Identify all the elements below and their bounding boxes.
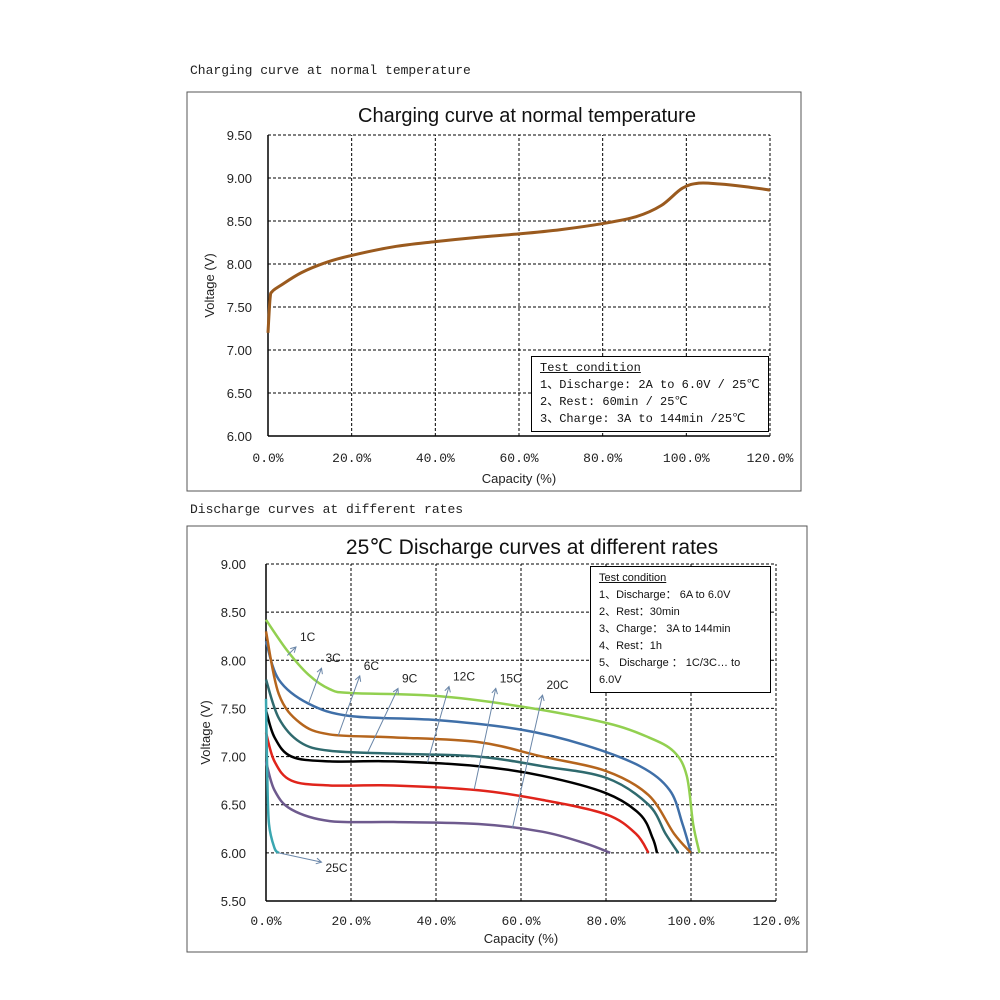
x-axis-label: Capacity (%) [482, 471, 556, 486]
y-tick-label: 8.00 [227, 257, 252, 272]
series-line-6C [264, 631, 692, 854]
chart-charging: 6.00 6.50 7.00 7.50 8.00 8.50 9.00 9.50 0.0% 20.0… [202, 105, 794, 486]
series-line-1C [264, 619, 701, 854]
y-axis-label: Voltage (V) [198, 700, 213, 764]
caption-bottom: Discharge curves at different rates [190, 502, 464, 517]
y-tick-label: 7.00 [221, 750, 246, 765]
legend-line: 2、Rest: 60min / 25℃ [540, 395, 688, 409]
y-tick-label: 8.00 [221, 653, 246, 668]
x-axis-label: Capacity (%) [484, 931, 558, 946]
series-line-charge [266, 181, 771, 333]
x-tick-label: 40.0% [416, 914, 455, 929]
chart-frame-top [186, 91, 802, 492]
legend-line: 2、Rest：30min [599, 606, 680, 618]
arrowhead-icon [354, 674, 362, 682]
chart-discharge: 5.50 6.00 6.50 7.00 7.50 8.00 8.50 9.00 0.0% 20.0… [198, 536, 800, 946]
y-tick-label: 8.50 [227, 214, 252, 229]
arrowhead-icon [392, 687, 399, 695]
arrowhead-icon [491, 687, 498, 695]
series-line-3C [264, 640, 693, 854]
arrowhead-icon [316, 667, 323, 675]
x-tick-label: 40.0% [416, 451, 455, 466]
x-tick-label: 0.0% [250, 914, 281, 929]
annotation-arrow [308, 668, 322, 704]
arrowhead-icon [444, 685, 451, 693]
arrowhead-icon [538, 694, 545, 702]
y-tick-label: 9.50 [227, 128, 252, 143]
x-tick-label: 20.0% [331, 914, 370, 929]
arrowhead-icon [290, 646, 297, 653]
y-axis-label: Voltage (V) [202, 253, 217, 317]
chart-title: 25℃ Discharge curves at different rates [346, 536, 718, 559]
x-tick-label: 80.0% [583, 451, 622, 466]
series-label: 15C [500, 671, 522, 685]
series-label: 20C [547, 678, 569, 692]
legend-title: Test condition [599, 572, 667, 584]
legend-line: 1、Discharge: 2A to 6.0V / 25℃ [540, 378, 760, 392]
series-line-15C [264, 732, 650, 854]
chart-frame-bottom [186, 525, 808, 953]
y-tick-label: 7.50 [227, 300, 252, 315]
test-condition-box-top: Test condition 1、Discharge: 2A to 6.0V /… [531, 356, 769, 432]
annotation-arrow [427, 686, 450, 763]
x-tick-label: 60.0% [501, 914, 540, 929]
test-condition-box-bottom: Test condition 1、Discharge： 6A to 6.0V 2… [590, 566, 771, 693]
legend-title: Test condition [540, 361, 641, 375]
x-tick-label: 120.0% [747, 451, 794, 466]
annotation-arrow [473, 688, 497, 790]
series-label: 9C [402, 671, 418, 685]
y-tick-label: 6.50 [221, 798, 246, 813]
annotation-arrow [512, 695, 543, 828]
arrowhead-icon [315, 857, 323, 865]
annotation-arrow [286, 646, 297, 656]
y-tick-label: 9.00 [227, 171, 252, 186]
series-label: 1C [300, 630, 316, 644]
y-tick-label: 5.50 [221, 894, 246, 909]
x-tick-label: 100.0% [668, 914, 715, 929]
legend-line: 4、Rest：1h [599, 640, 662, 652]
x-tick-label: 80.0% [586, 914, 625, 929]
x-tick-label: 100.0% [663, 451, 710, 466]
series-label: 3C [326, 651, 342, 665]
x-tick-label: 120.0% [753, 914, 800, 929]
x-tick-label: 60.0% [499, 451, 538, 466]
y-tick-label: 8.50 [221, 605, 246, 620]
series-label: 12C [453, 670, 475, 684]
y-tick-label: 7.00 [227, 343, 252, 358]
annotation-arrow [337, 675, 361, 736]
x-tick-label: 0.0% [252, 451, 283, 466]
caption-top: Charging curve at normal temperature [190, 63, 471, 78]
series-line-12C [264, 709, 659, 854]
annotation-arrow [278, 852, 322, 863]
series-line-20C [264, 761, 611, 855]
legend-line: 5、 Discharge ： 1C/3C… to 6.0V [599, 657, 741, 686]
legend-line: 1、Discharge： 6A to 6.0V [599, 589, 731, 601]
y-tick-label: 7.50 [221, 701, 246, 716]
y-tick-label: 6.50 [227, 386, 252, 401]
y-tick-label: 6.00 [227, 429, 252, 444]
chart-title: Charging curve at normal temperature [358, 105, 696, 127]
series-line-25C [264, 698, 280, 854]
x-tick-label: 20.0% [332, 451, 371, 466]
legend-line: 3、Charge: 3A to 144min /25℃ [540, 412, 746, 426]
annotation-arrow [367, 688, 399, 752]
y-tick-label: 6.00 [221, 846, 246, 861]
series-line-9C [264, 679, 680, 854]
legend-line: 3、Charge： 3A to 144min [599, 623, 731, 635]
y-tick-label: 9.00 [221, 557, 246, 572]
series-label: 25C [326, 861, 348, 875]
series-label: 6C [364, 659, 380, 673]
